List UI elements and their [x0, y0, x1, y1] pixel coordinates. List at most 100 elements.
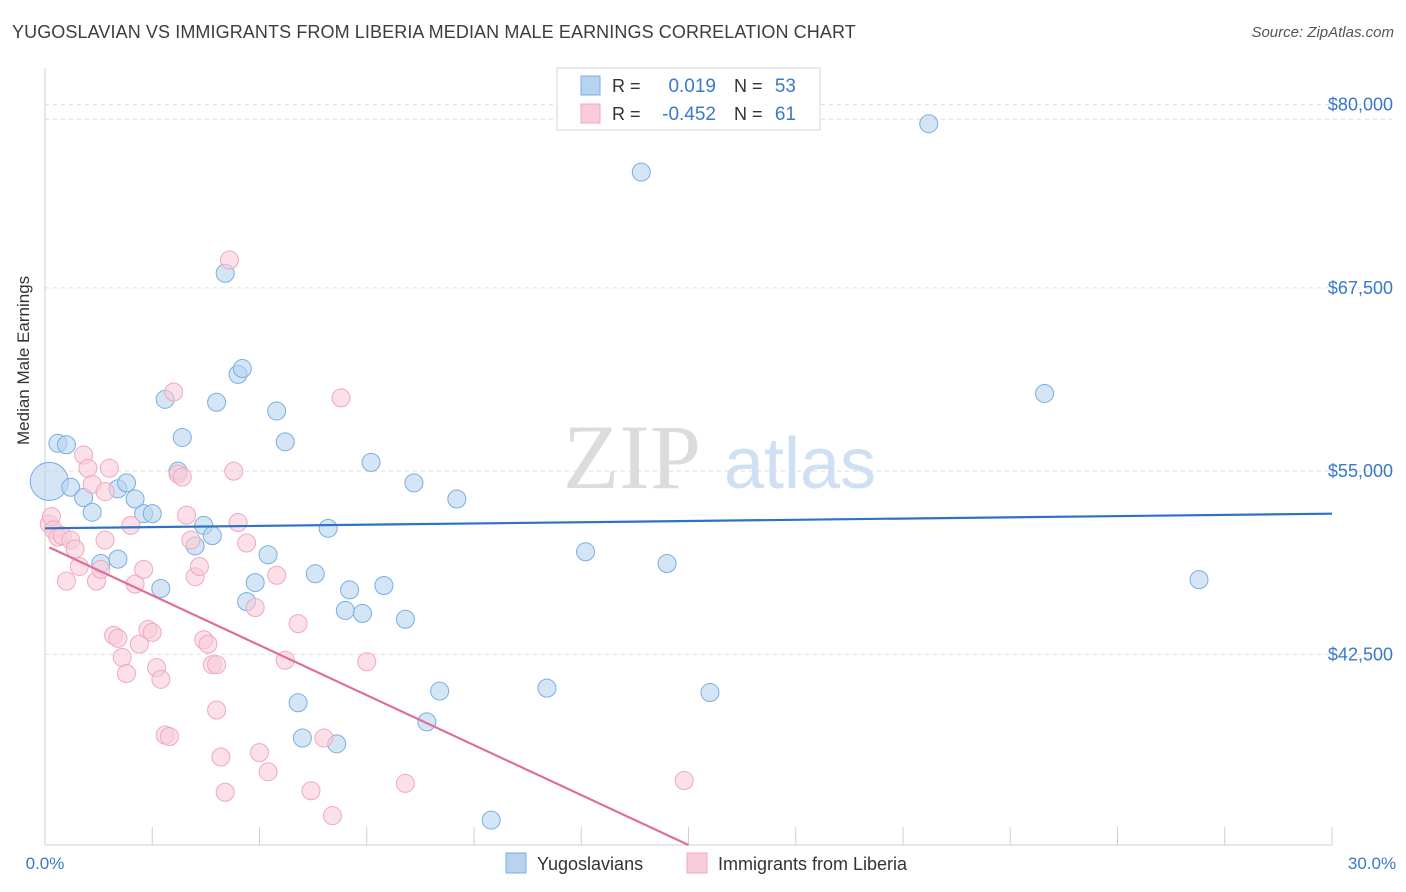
point-yugoslavians [305, 564, 325, 584]
watermark-zip: ZIP [563, 406, 701, 508]
y-tick-label: $80,000 [1328, 95, 1393, 115]
point-yugoslavians [1035, 383, 1055, 403]
point-liberia [395, 773, 415, 793]
point-yugoslavians [232, 359, 252, 379]
bottom-legend-label-liberia: Immigrants from Liberia [718, 854, 908, 874]
point-yugoslavians [340, 580, 360, 600]
point-yugoslavians [374, 576, 394, 596]
legend-r-value: -0.452 [662, 104, 716, 125]
point-yugoslavians [125, 489, 145, 509]
point-liberia [314, 728, 334, 748]
point-yugoslavians [481, 810, 501, 830]
point-liberia [198, 634, 218, 654]
point-yugoslavians [447, 489, 467, 509]
point-liberia [267, 565, 287, 585]
legend-r-label: R = [612, 76, 641, 96]
point-liberia [219, 250, 239, 270]
y-tick-label: $55,000 [1328, 461, 1393, 481]
point-yugoslavians [142, 504, 162, 524]
point-yugoslavians [267, 401, 287, 421]
point-liberia [69, 556, 89, 576]
point-yugoslavians [245, 573, 265, 593]
point-liberia [331, 388, 351, 408]
point-yugoslavians [318, 518, 338, 538]
legend-r-value: 0.019 [668, 76, 716, 97]
trend-line-liberia [48, 546, 689, 846]
point-liberia [228, 512, 248, 532]
bottom-legend-swatch-yugoslavians [505, 852, 527, 874]
point-liberia [211, 747, 231, 767]
point-yugoslavians [395, 609, 415, 629]
point-liberia [134, 559, 154, 579]
point-liberia [56, 571, 76, 591]
point-yugoslavians [919, 114, 939, 134]
point-liberia [121, 515, 141, 535]
y-tick-label: $67,500 [1328, 278, 1393, 298]
point-liberia [207, 655, 227, 675]
point-yugoslavians [417, 712, 437, 732]
point-yugoslavians [404, 473, 424, 493]
point-liberia [250, 743, 269, 763]
point-liberia [142, 622, 162, 642]
point-yugoslavians [430, 681, 450, 701]
point-yugoslavians [275, 432, 295, 452]
legend-n-value: 61 [775, 104, 796, 125]
point-yugoslavians [292, 728, 312, 748]
point-liberia [108, 628, 128, 648]
point-liberia [322, 806, 342, 826]
point-yugoslavians [207, 392, 227, 412]
x-axis-ticks [44, 827, 1333, 845]
legend-n-value: 53 [775, 76, 796, 97]
point-liberia [164, 382, 184, 402]
point-liberia [172, 467, 192, 487]
trend-line-yugoslavians [44, 512, 1333, 530]
watermark-atlas: atlas [724, 424, 876, 504]
point-yugoslavians [361, 452, 381, 472]
y-tick-label: $42,500 [1328, 644, 1393, 664]
x-tick-label-right: 30.0% [1348, 854, 1396, 873]
point-liberia [99, 458, 119, 478]
point-yugoslavians [1189, 570, 1209, 590]
point-yugoslavians [61, 477, 81, 497]
x-tick-label-left: 0.0% [26, 854, 65, 873]
point-liberia [95, 530, 115, 550]
y-axis-label-text: Median Male Earnings [14, 275, 33, 445]
point-yugoslavians [576, 542, 596, 562]
point-liberia [245, 598, 265, 618]
point-yugoslavians [537, 678, 557, 698]
legend-swatch-yugoslavians [580, 75, 601, 96]
point-yugoslavians [56, 435, 76, 455]
point-liberia [189, 556, 209, 576]
legend-n-label: N = [734, 76, 763, 96]
point-yugoslavians [288, 693, 308, 713]
trend-lines [44, 512, 1333, 846]
point-liberia [288, 614, 308, 634]
point-liberia [674, 770, 694, 790]
legend-frame [556, 67, 821, 131]
point-yugoslavians [29, 461, 69, 501]
y-axis-tick-labels: $80,000 $67,500 $55,000 $42,500 [1328, 95, 1393, 665]
legend-r-label: R = [612, 104, 641, 124]
bottom-legend-label-yugoslavians: Yugoslavians [537, 854, 643, 874]
point-yugoslavians [335, 600, 355, 620]
legend-n-label: N = [734, 104, 763, 124]
bottom-legend: Yugoslavians Immigrants from Liberia [505, 852, 908, 874]
legend-swatch-liberia [580, 103, 601, 124]
point-liberia [112, 647, 132, 667]
point-liberia [159, 727, 179, 747]
point-yugoslavians [657, 554, 677, 574]
series-liberia [39, 250, 694, 826]
point-yugoslavians [352, 603, 372, 623]
watermark: ZIP atlas [563, 406, 876, 508]
point-liberia [95, 482, 115, 502]
point-yugoslavians [631, 162, 651, 182]
point-liberia [151, 669, 171, 689]
point-liberia [181, 530, 201, 550]
point-liberia [357, 652, 377, 672]
legend-box: R = 0.019 N = 53 R = -0.452 N = 61 [556, 67, 821, 131]
point-yugoslavians [202, 526, 222, 546]
point-liberia [65, 539, 85, 559]
point-liberia [301, 781, 321, 801]
grid-lines [45, 104, 1392, 655]
